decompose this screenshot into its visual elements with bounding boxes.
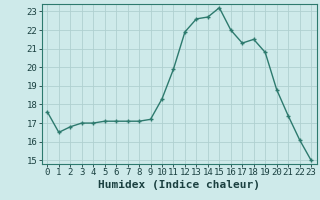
X-axis label: Humidex (Indice chaleur): Humidex (Indice chaleur) [98, 180, 260, 190]
